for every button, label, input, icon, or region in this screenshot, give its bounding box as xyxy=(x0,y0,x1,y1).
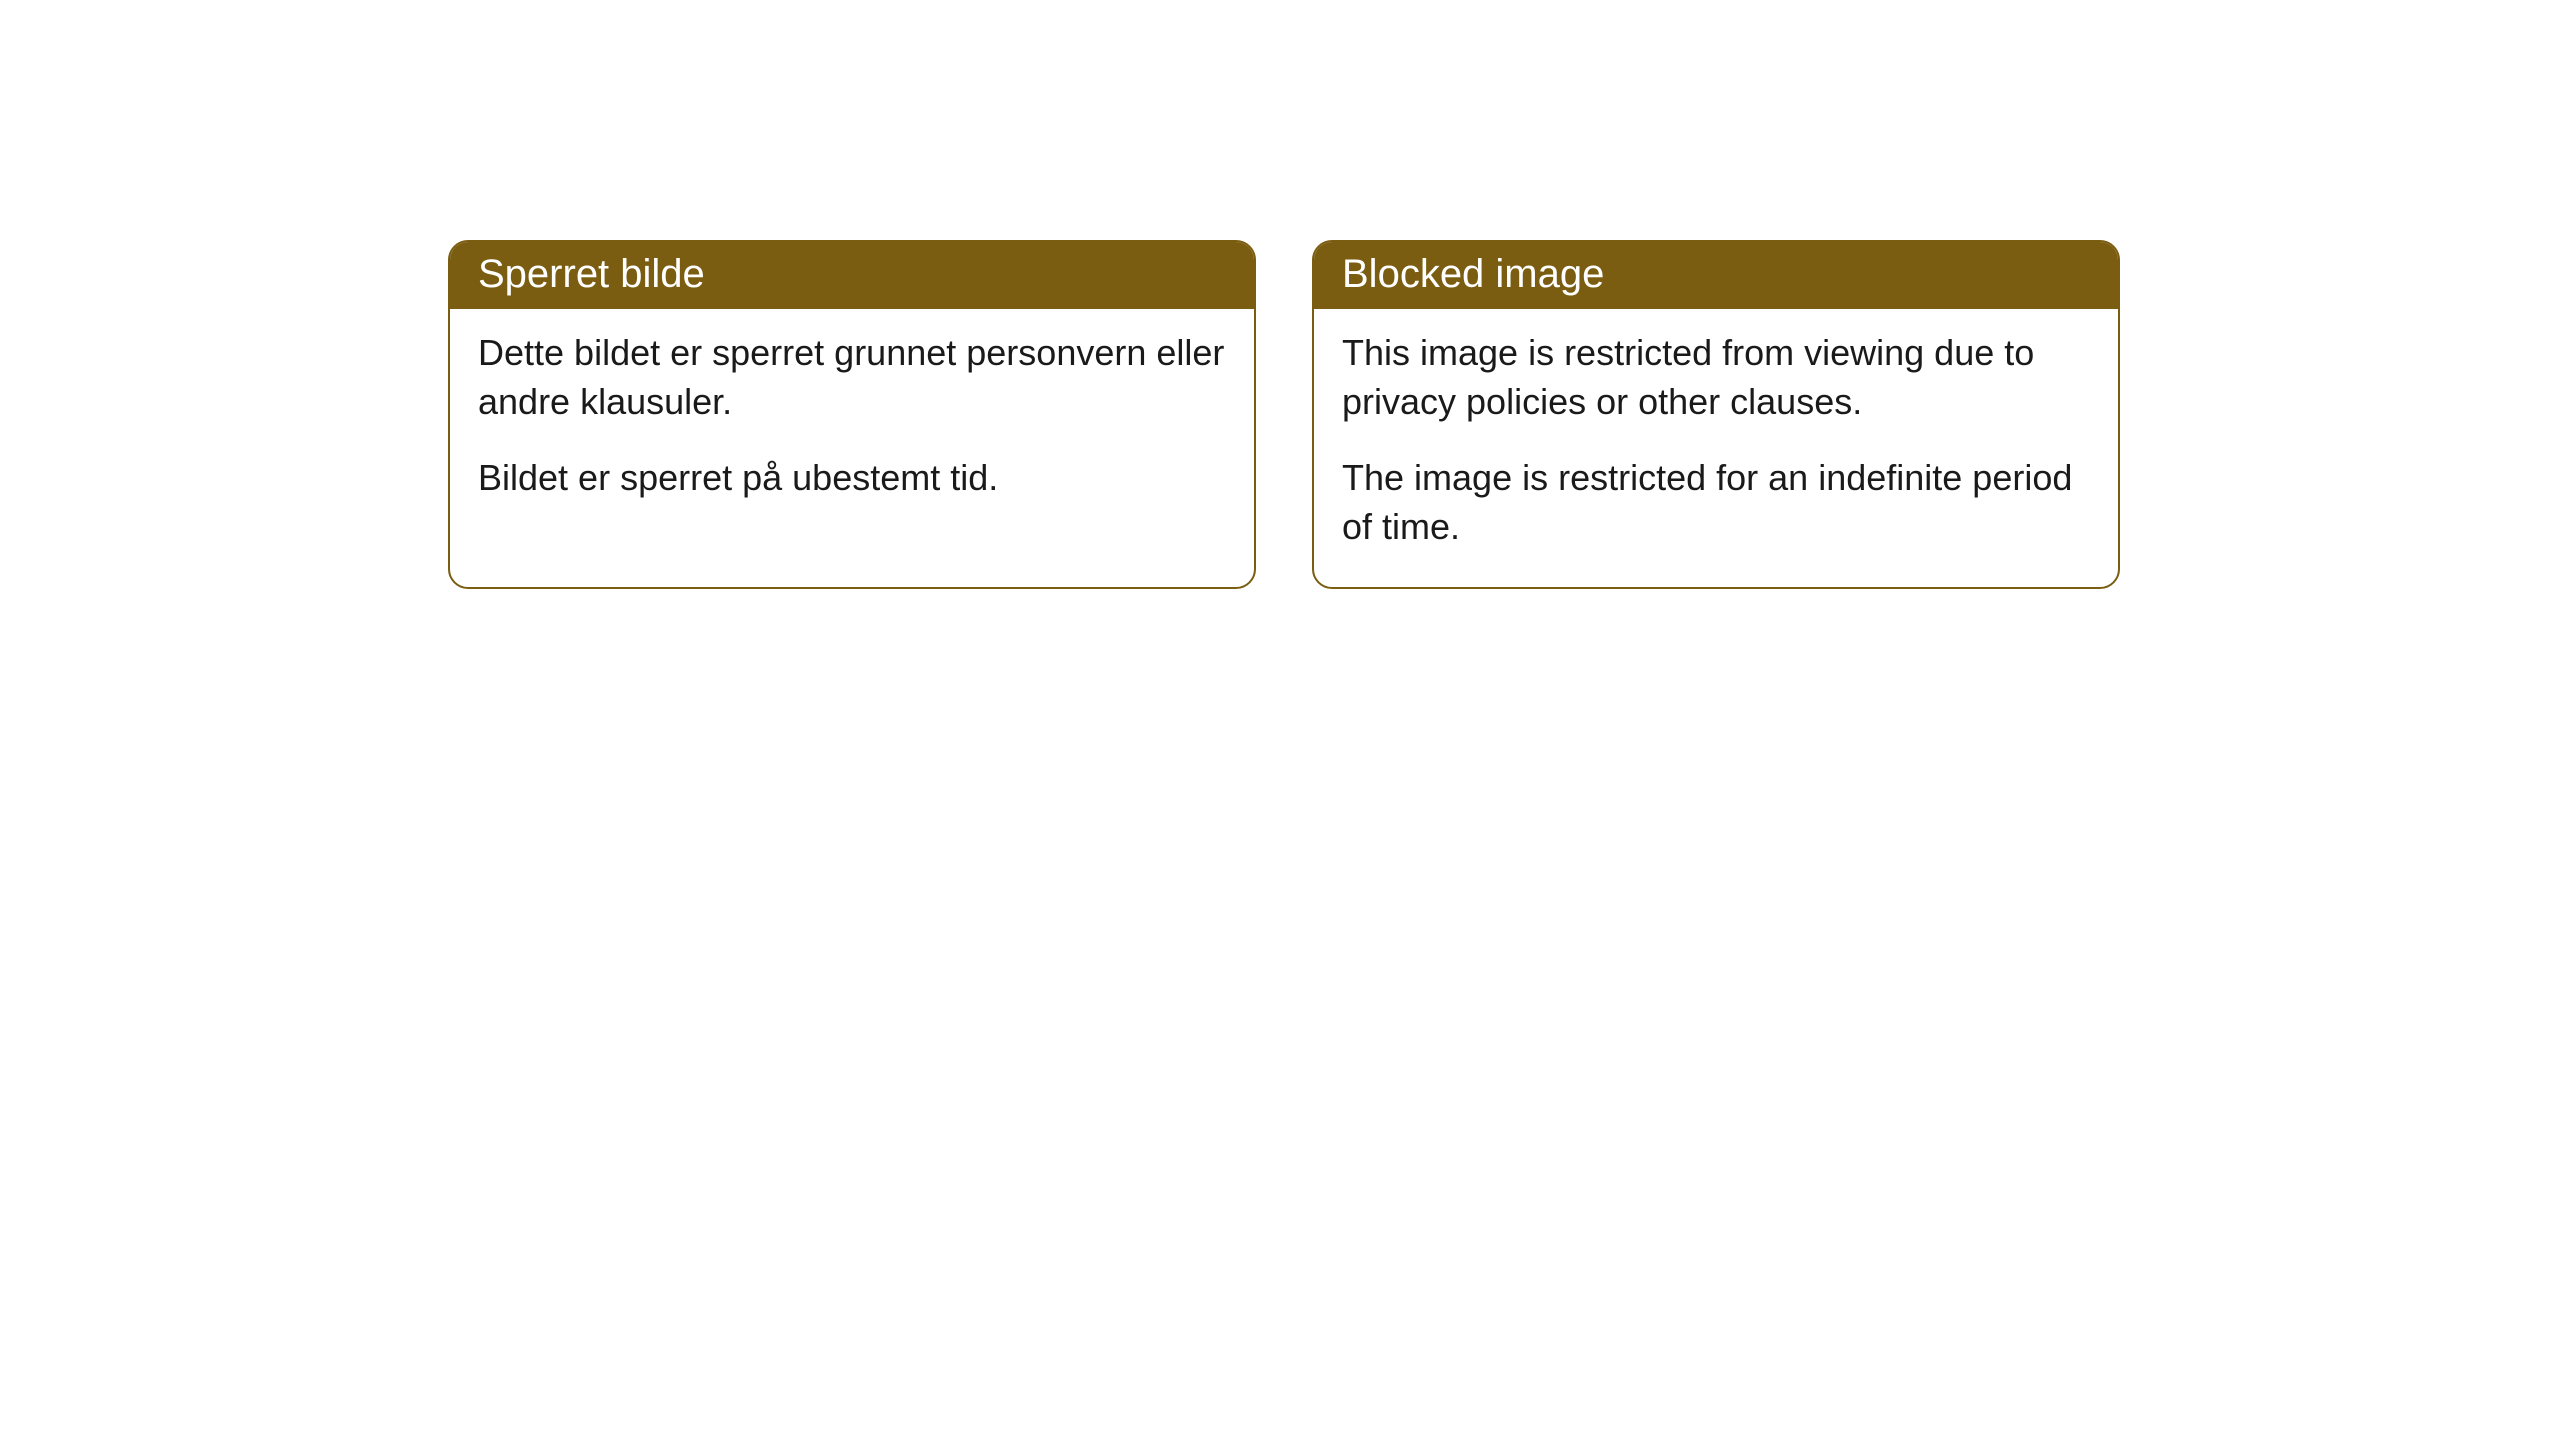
card-body-norwegian: Dette bildet er sperret grunnet personve… xyxy=(450,309,1254,539)
card-header-norwegian: Sperret bilde xyxy=(450,242,1254,309)
card-text-line2-norwegian: Bildet er sperret på ubestemt tid. xyxy=(478,454,1226,503)
blocked-image-card-english: Blocked image This image is restricted f… xyxy=(1312,240,2120,589)
card-header-english: Blocked image xyxy=(1314,242,2118,309)
card-text-line2-english: The image is restricted for an indefinit… xyxy=(1342,454,2090,551)
card-text-line1-norwegian: Dette bildet er sperret grunnet personve… xyxy=(478,329,1226,426)
notice-cards-container: Sperret bilde Dette bildet er sperret gr… xyxy=(448,240,2120,589)
card-text-line1-english: This image is restricted from viewing du… xyxy=(1342,329,2090,426)
blocked-image-card-norwegian: Sperret bilde Dette bildet er sperret gr… xyxy=(448,240,1256,589)
card-body-english: This image is restricted from viewing du… xyxy=(1314,309,2118,587)
